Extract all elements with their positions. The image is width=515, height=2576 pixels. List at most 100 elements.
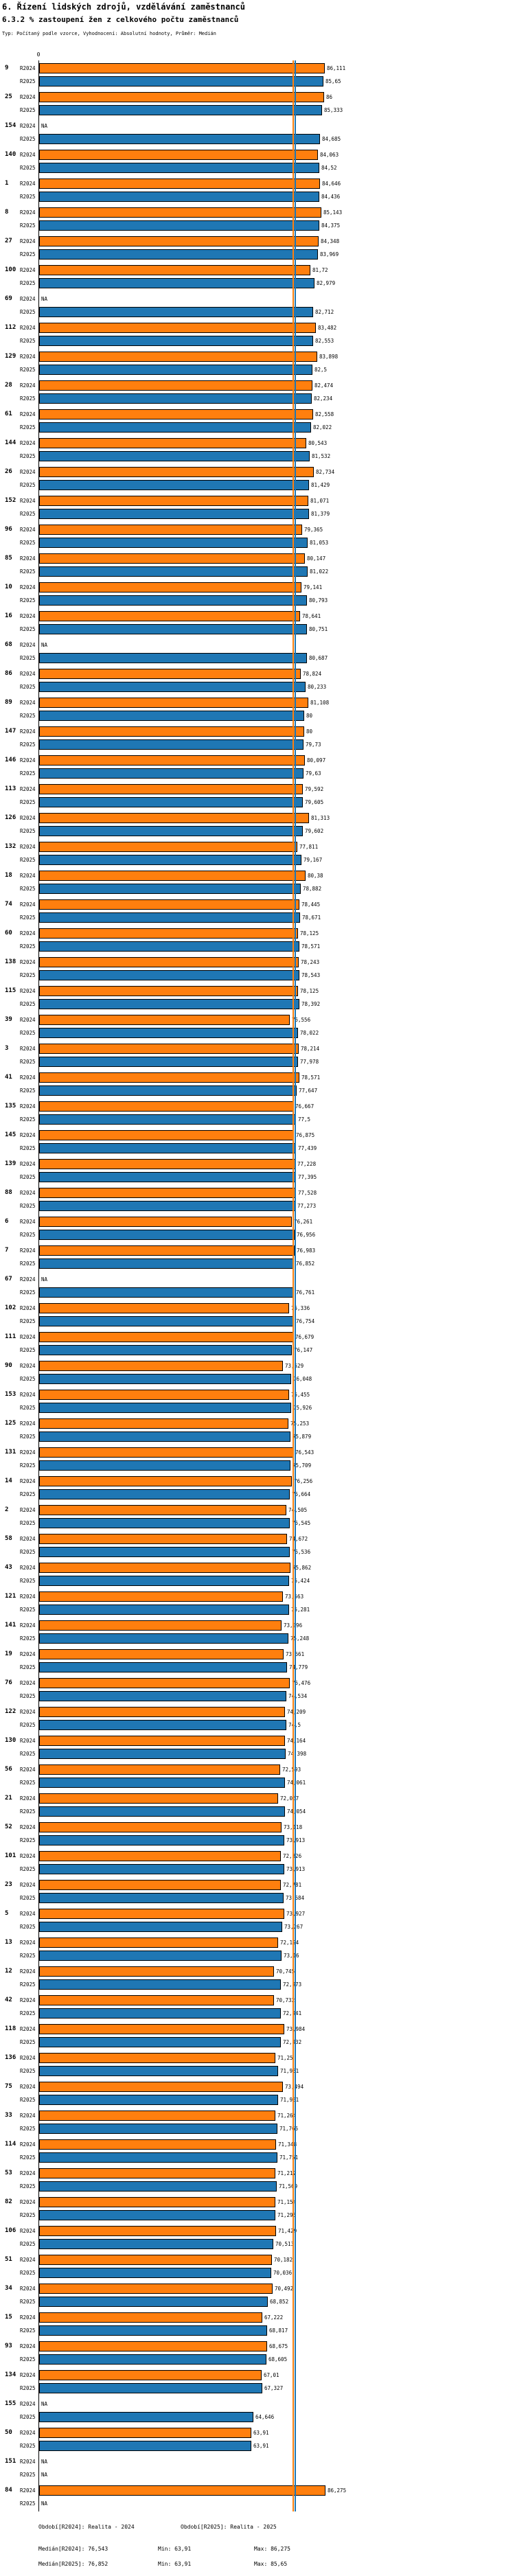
value-label: 80,543 [308,440,328,446]
series-label-r2024: R2024 [20,498,36,504]
group-id-label: 126 [5,814,16,821]
series-label-r2024: R2024 [20,815,36,821]
value-label: 77,273 [297,1203,317,1209]
bar-r2024 [39,2284,273,2294]
bar-r2024 [39,1591,283,1602]
series-label-r2025: R2025 [20,1232,36,1238]
value-label: 71,429 [278,2228,297,2234]
bar-r2025 [39,1057,298,1067]
series-label-r2025: R2025 [20,338,36,344]
bar-r2024 [39,207,321,218]
bar-r2024 [39,1851,281,1861]
value-label: 77,5 [298,1116,311,1123]
bar-r2025 [39,365,312,375]
value-label: 78,243 [301,959,320,965]
chart-meta: Typ: Počítaný podle vzorce, Vyhodnocení:… [2,31,216,36]
series-label-r2025: R2025 [20,1030,36,1036]
group-id-label: 61 [5,411,12,417]
median-line-r2024 [293,60,294,2511]
series-label-r2024: R2024 [20,2459,36,2465]
group-id-label: 118 [5,2025,16,2032]
value-label: 75,253 [290,1421,310,1427]
series-label-r2024: R2024 [20,2430,36,2436]
bar-r2025 [39,884,301,894]
group-id-label: 140 [5,151,16,158]
series-label-r2024: R2024 [20,65,36,71]
value-label: 74,779 [289,1664,308,1670]
series-label-r2024: R2024 [20,2401,36,2407]
bar-r2025 [39,826,303,836]
series-label-r2024: R2024 [20,1478,36,1484]
value-label: 78,571 [301,943,321,950]
group-id-label: 18 [5,872,12,879]
bar-r2025 [39,393,312,404]
bar-r2025 [39,2268,271,2278]
value-label: 75,709 [293,1462,312,1469]
value-label: 82,474 [314,382,334,389]
series-label-r2024: R2024 [20,1305,36,1311]
bar-r2024 [39,582,301,593]
value-label: 83,969 [320,251,339,257]
bar-r2025 [39,1749,286,1759]
bar-r2024 [39,1620,282,1631]
value-label: 75,556 [292,1017,311,1023]
group-id-label: 52 [5,1824,12,1830]
bar-r2024 [39,899,299,910]
group-id-label: 100 [5,266,16,273]
bar-r2024 [39,1390,289,1400]
value-label: 75,536 [292,1549,311,1555]
series-label-r2025: R2025 [20,1693,36,1699]
bar-r2024 [39,1303,289,1313]
value-label: 70,732 [276,1997,295,2003]
series-label-r2024: R2024 [20,2228,36,2234]
series-label-r2025: R2025 [20,1549,36,1555]
value-label: 77,228 [297,1161,317,1167]
group-id-label: 67 [5,1276,12,1283]
stat-min-r2024: Min: 63,91 [158,2546,192,2552]
series-label-r2024: R2024 [20,1997,36,2003]
value-label: 78,671 [302,915,321,921]
bar-r2025 [39,509,309,519]
group-id-label: 134 [5,2371,16,2378]
series-label-r2024: R2024 [20,181,36,187]
legend-item-r2024: Období[R2024]: Realita - 2024 [38,2524,135,2530]
series-label-r2025: R2025 [20,482,36,488]
group-id-label: 125 [5,1420,16,1427]
bar-r2025 [39,278,314,288]
bar-r2025 [39,1605,289,1615]
series-label-r2024: R2024 [20,1507,36,1513]
value-label: 68,605 [268,2356,288,2362]
na-label: NA [41,642,48,648]
group-id-label: 5 [5,1910,9,1917]
value-label: 81,72 [312,267,328,273]
bar-r2024 [39,265,310,275]
bar-r2025 [39,1922,282,1932]
bar-r2025 [39,739,304,750]
group-id-label: 154 [5,122,16,129]
value-label: 71,951 [280,2068,299,2074]
series-label-r2025: R2025 [20,1261,36,1267]
value-label: 76,956 [297,1232,316,1238]
series-label-r2025: R2025 [20,1924,36,1930]
group-id-label: 146 [5,757,16,763]
value-label: 67,01 [264,2372,279,2378]
value-label: 75,424 [291,1578,310,1584]
value-label: 76,875 [296,1132,315,1138]
na-label: NA [41,2500,48,2507]
bar-r2024 [39,1707,285,1717]
value-label: 82,712 [315,309,334,315]
group-id-label: 106 [5,2227,16,2234]
value-label: 80,793 [309,597,328,603]
value-label: 73,494 [285,2082,304,2092]
bar-r2025 [39,1431,290,1442]
group-id-label: 89 [5,699,12,706]
series-label-r2024: R2024 [20,2343,36,2349]
group-id-label: 122 [5,1708,16,1715]
series-label-r2024: R2024 [20,959,36,965]
stat-max-r2024: Max: 86,275 [254,2546,290,2552]
value-label: 76,983 [297,1247,316,1254]
bar-r2024 [39,553,305,564]
bar-r2024 [39,2053,275,2063]
na-label: NA [41,2472,48,2478]
page-title: 6. Řízení lidských zdrojů, vzdělávání za… [2,2,246,12]
